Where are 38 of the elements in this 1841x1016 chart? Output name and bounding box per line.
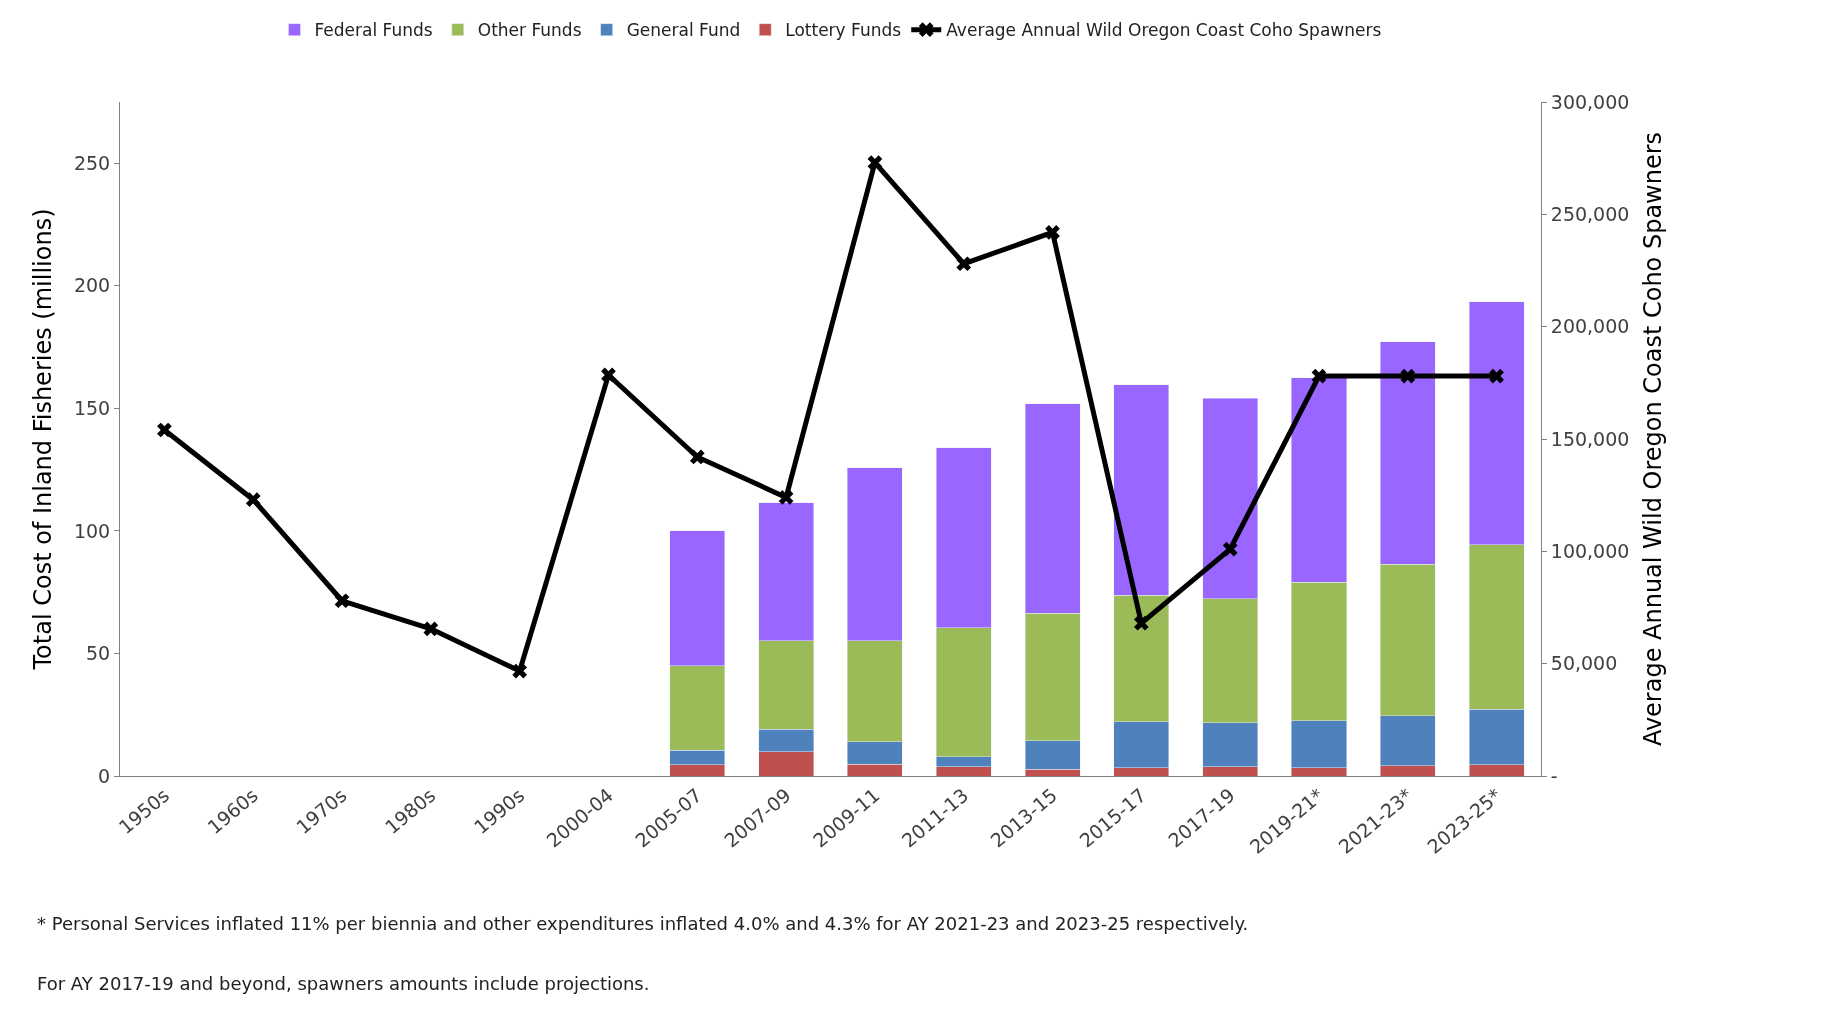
point: [1045, 224, 1060, 240]
legend-label: Average Annual Wild Oregon Coast Coho Spawners: [946, 20, 1382, 41]
legend-label: Other Funds: [477, 20, 582, 41]
y-tick-label: 200: [73, 274, 111, 297]
y-tick-label: 50: [86, 642, 111, 665]
y2-tick-label: 100,000: [1550, 539, 1630, 562]
y2-tick-label: 150,000: [1550, 427, 1630, 450]
point: [689, 449, 705, 465]
point: [601, 367, 616, 383]
point: [956, 256, 972, 272]
point: [867, 155, 883, 171]
point: [1222, 541, 1238, 557]
y-tick-label: 150: [73, 397, 111, 420]
point: [1311, 368, 1327, 384]
legend-label: Lottery Funds: [785, 20, 902, 41]
y2-tick-label: 300,000: [1550, 90, 1630, 113]
legend-label: Federal Funds: [314, 20, 433, 41]
point: [778, 490, 794, 505]
point: [245, 492, 261, 508]
y-axis-title: Total Cost of Inland Fisheries (millions): [29, 208, 58, 671]
y2-tick-label: 200,000: [1550, 315, 1630, 338]
y2-tick-label: 50,000: [1550, 652, 1618, 675]
point: [157, 422, 172, 438]
text: For AY 2017-19 and beyond, spawners amounts include projections.: [37, 973, 650, 994]
point: [423, 621, 439, 637]
text: * Personal Services inflated 11% per biennia and other expenditures inflated 4.0% and 4.3% for AY 2021-23 and 2023-25 respectively.: [37, 913, 1249, 934]
point: [1133, 615, 1149, 631]
y-tick-label: 0: [98, 764, 111, 787]
y2-tick-label: -: [1550, 764, 1558, 787]
legend-label: General Fund: [626, 20, 741, 41]
y-tick-label: 100: [73, 519, 111, 542]
y2-tick-label: 250,000: [1550, 202, 1630, 225]
point: [1400, 368, 1416, 384]
point: [512, 663, 528, 679]
y-tick-label: 250: [73, 151, 111, 174]
point: [334, 593, 350, 609]
y2-axis-title: Average Annual Wild Oregon Coast Coho Spawners: [1638, 131, 1667, 747]
point: [1489, 368, 1504, 384]
